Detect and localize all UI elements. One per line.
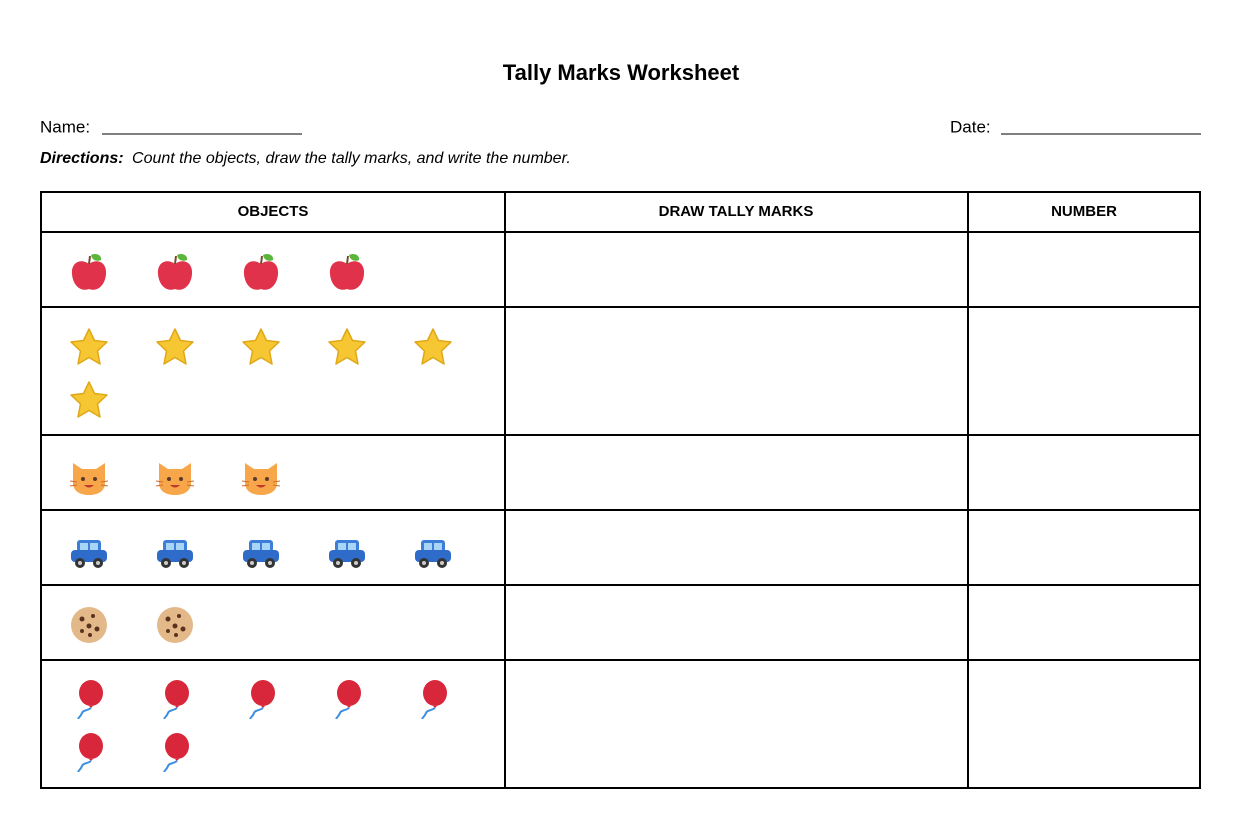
balloon-icon — [335, 679, 362, 719]
balloon-icon — [163, 732, 190, 772]
balloon-icon — [77, 732, 104, 772]
date-label: Date: — [950, 117, 991, 136]
star-icon — [414, 328, 452, 365]
cat-icon — [69, 462, 109, 496]
cat-icon — [155, 462, 195, 496]
cookie-icon — [157, 607, 193, 643]
apples — [70, 252, 366, 291]
balloon-icon — [77, 679, 104, 719]
apple-icon — [70, 252, 108, 291]
balloons — [77, 679, 448, 772]
table-border — [40, 191, 1201, 789]
directions-label: Directions: — [40, 150, 124, 167]
star-icon — [70, 328, 108, 365]
car-icon — [415, 540, 451, 568]
balloon-icon — [163, 679, 190, 719]
directions-text: Count the objects, draw the tally marks,… — [132, 150, 571, 167]
car-icon — [71, 540, 107, 568]
cats — [69, 462, 281, 496]
cars — [71, 540, 451, 568]
cookies — [71, 607, 193, 643]
cat-icon — [241, 462, 281, 496]
star-icon — [328, 328, 366, 365]
car-icon — [157, 540, 193, 568]
balloon-icon — [249, 679, 276, 719]
star-icon — [156, 328, 194, 365]
star-icon — [242, 328, 280, 365]
stars — [70, 328, 452, 418]
name-label: Name: — [40, 117, 90, 136]
directions: Directions: Count the objects, draw the … — [40, 150, 571, 167]
column-header: NUMBER — [1051, 203, 1117, 220]
table — [40, 191, 1201, 789]
car-icon — [329, 540, 365, 568]
cookie-icon — [71, 607, 107, 643]
column-header: DRAW TALLY MARKS — [659, 203, 814, 220]
apple-icon — [328, 252, 366, 291]
column-header: OBJECTS — [238, 203, 309, 220]
title: Tally Marks Worksheet — [503, 60, 740, 85]
apple-icon — [242, 252, 280, 291]
car-icon — [243, 540, 279, 568]
apple-icon — [156, 252, 194, 291]
balloon-icon — [421, 679, 448, 719]
star-icon — [70, 381, 108, 418]
